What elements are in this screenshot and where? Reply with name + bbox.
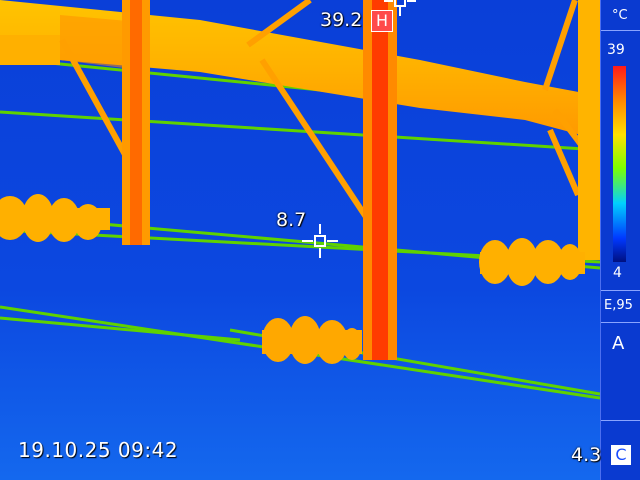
scale-max: 39: [607, 42, 625, 58]
color-scale-bar: [613, 66, 626, 262]
center-spot-value: 8.7: [276, 209, 307, 231]
hot-spot-value: 39.2: [320, 9, 363, 31]
left-insulator: [0, 194, 110, 242]
mode-indicator: A: [612, 333, 625, 354]
emissivity-label: E,95: [604, 298, 633, 313]
right-insulator: [479, 238, 585, 286]
divider: [601, 322, 640, 323]
right-post: [578, 0, 600, 260]
timestamp: 19.10.25 09:42: [18, 438, 179, 462]
hot-marker-icon: [384, 0, 416, 16]
divider: [601, 30, 640, 31]
hot-spot-badge: H: [371, 10, 393, 32]
bottom-insulator: [262, 316, 362, 364]
scale-min: 4: [613, 265, 622, 281]
crosshair-icon: [302, 224, 338, 258]
divider: [601, 290, 640, 291]
cold-spot-value: 4.3: [571, 444, 602, 466]
thermal-image: [0, 0, 600, 480]
thermal-scene: [0, 0, 600, 480]
divider: [601, 420, 640, 421]
cold-spot-badge: C: [611, 445, 631, 465]
scale-unit: °C: [612, 8, 628, 23]
